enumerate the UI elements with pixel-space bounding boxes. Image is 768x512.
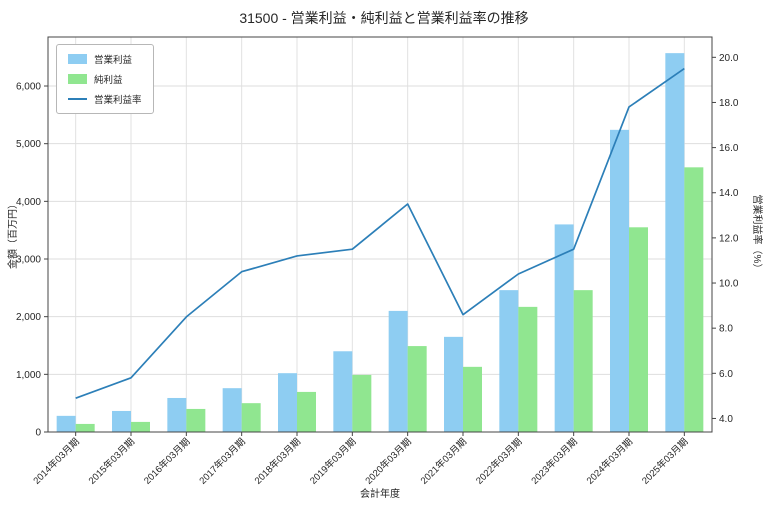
xtick-label-2018年03月期: 2018年03月期 <box>252 436 303 487</box>
bar-net-profit-2014年03月期 <box>75 423 95 432</box>
line-operating-margin <box>75 67 685 399</box>
bar-net-profit-2024年03月期 <box>629 227 648 432</box>
chart-title: 31500 - 営業利益・純利益と営業利益率の推移 <box>239 10 529 26</box>
bar-operating-profit-2022年03月期 <box>499 290 519 432</box>
xtick-label-2024年03月期: 2024年03月期 <box>584 436 635 487</box>
ytick-label-left-4000: 4,000 <box>16 197 41 208</box>
xtick-label-2014年03月期: 2014年03月期 <box>31 436 82 487</box>
bar-operating-profit-2017年03月期 <box>222 388 242 432</box>
bar-net-profit-2020年03月期 <box>407 346 427 432</box>
bar-net-profit-2016年03月期 <box>186 408 206 432</box>
bar-operating-profit-2016年03月期 <box>167 397 187 432</box>
ytick-label-right-14: 14.0 <box>719 188 739 199</box>
bar-net-profit-2023年03月期 <box>573 290 593 432</box>
xtick-label-2017年03月期: 2017年03月期 <box>197 436 248 487</box>
bar-net-profit-2019年03月期 <box>352 374 372 432</box>
ytick-label-right-8: 8.0 <box>719 324 733 335</box>
legend-item-operating-profit: 営業利益 <box>68 52 142 66</box>
bar-net-profit-2021年03月期 <box>463 366 482 432</box>
bar-operating-profit-2023年03月期 <box>554 224 574 432</box>
ytick-label-right-18: 18.0 <box>719 98 739 109</box>
bar-operating-profit-2018年03月期 <box>278 373 297 432</box>
ytick-label-right-4: 4.0 <box>719 414 733 425</box>
xtick-label-2025年03月期: 2025年03月期 <box>639 436 690 487</box>
plot-border <box>47 36 713 433</box>
ytick-label-left-1000: 1,000 <box>16 370 41 381</box>
bar-net-profit-2017年03月期 <box>241 403 261 432</box>
bar-net-profit-2015年03月期 <box>131 421 150 432</box>
ytick-label-left-6000: 6,000 <box>16 82 41 93</box>
ytick-label-left-0: 0 <box>35 428 41 439</box>
legend: 営業利益 純利益 営業利益率 <box>56 44 154 114</box>
ytick-label-right-6: 6.0 <box>719 369 733 380</box>
bar-operating-profit-2021年03月期 <box>444 336 463 432</box>
legend-item-operating-margin: 営業利益率 <box>68 92 142 106</box>
bar-net-profit-2025年03月期 <box>684 167 704 432</box>
ytick-label-right-10: 10.0 <box>719 279 739 290</box>
legend-label-operating-margin: 営業利益率 <box>94 95 142 106</box>
ytick-label-right-20: 20.0 <box>719 53 739 64</box>
legend-swatch-operating-margin <box>68 98 87 100</box>
legend-swatch-net-profit <box>68 74 87 84</box>
xtick-label-2021年03月期: 2021年03月期 <box>418 436 469 487</box>
ytick-label-left-5000: 5,000 <box>16 139 41 150</box>
ytick-label-left-3000: 3,000 <box>16 255 41 266</box>
ytick-label-right-12: 12.0 <box>719 233 739 244</box>
bar-operating-profit-2014年03月期 <box>56 415 76 432</box>
bar-operating-profit-2020年03月期 <box>388 310 408 432</box>
xtick-label-2022年03月期: 2022年03月期 <box>473 436 524 487</box>
bar-operating-profit-2025年03月期 <box>665 53 685 432</box>
ytick-label-right-16: 16.0 <box>719 143 739 154</box>
ytick-label-left-2000: 2,000 <box>16 312 41 323</box>
y-axis-label-left: 金額（百万円） <box>6 199 19 269</box>
legend-label-net-profit: 純利益 <box>94 75 123 86</box>
x-axis-label: 会計年度 <box>360 487 400 500</box>
bar-net-profit-2022年03月期 <box>518 306 538 432</box>
legend-item-net-profit: 純利益 <box>68 72 142 86</box>
bar-operating-profit-2019年03月期 <box>333 351 353 432</box>
xtick-label-2016年03月期: 2016年03月期 <box>141 436 192 487</box>
xtick-label-2019年03月期: 2019年03月期 <box>307 436 358 487</box>
legend-label-operating-profit: 営業利益 <box>94 55 133 66</box>
xtick-label-2015年03月期: 2015年03月期 <box>86 436 137 487</box>
bar-operating-profit-2024年03月期 <box>610 129 629 432</box>
legend-swatch-operating-profit <box>68 54 87 64</box>
bar-net-profit-2018年03月期 <box>297 391 316 432</box>
xtick-label-2023年03月期: 2023年03月期 <box>529 436 580 487</box>
y-axis-label-right: 営業利益率（%） <box>751 195 764 274</box>
bar-operating-profit-2015年03月期 <box>112 410 131 432</box>
xtick-label-2020年03月期: 2020年03月期 <box>363 436 414 487</box>
